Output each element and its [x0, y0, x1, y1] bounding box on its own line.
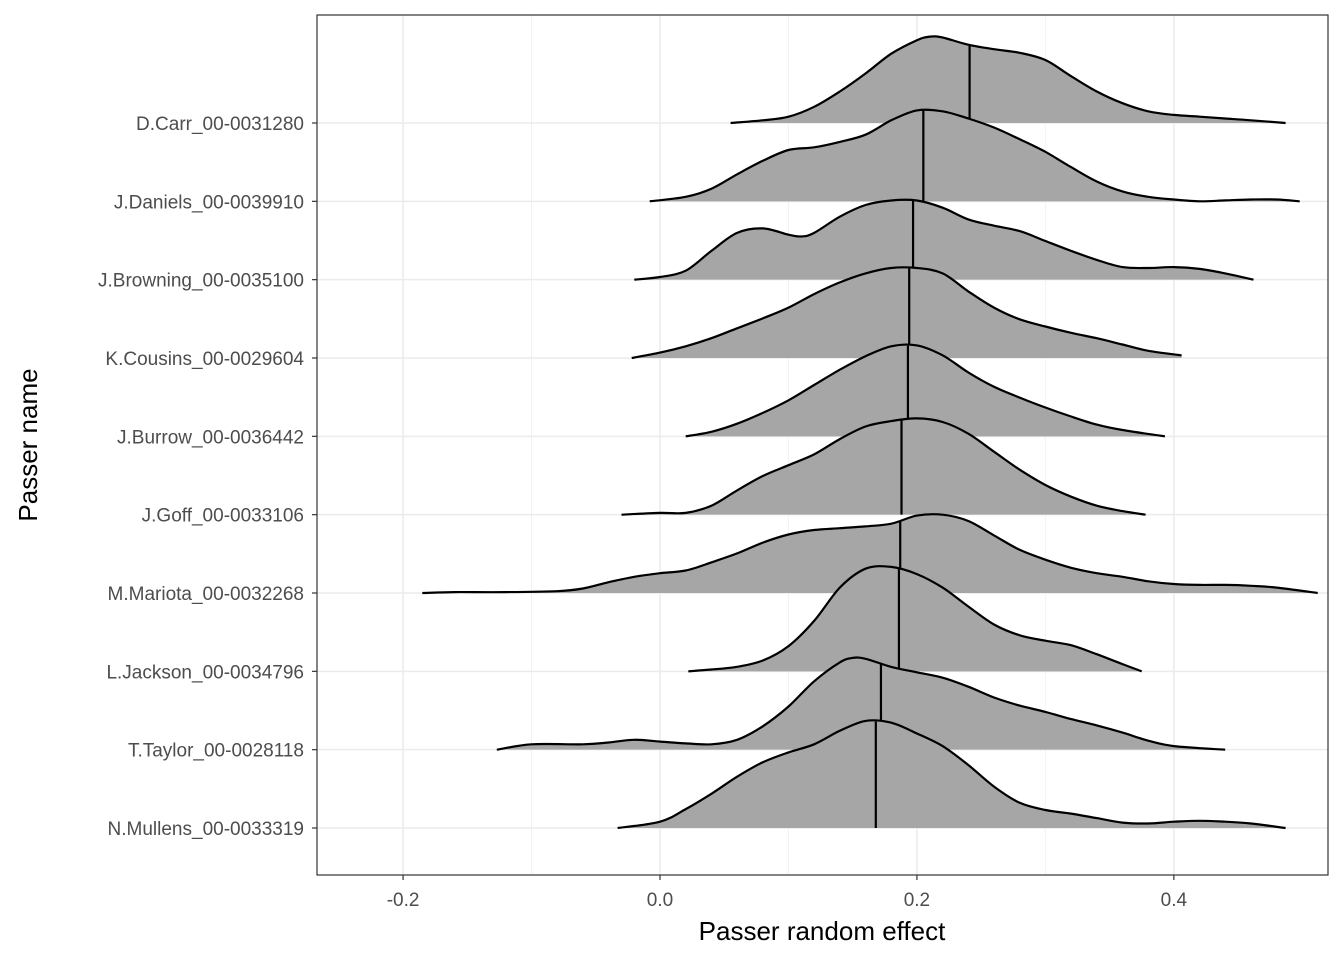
ridge-outline [649, 108, 1300, 203]
ridge-outline [634, 198, 1254, 281]
ridge-J.Daniels_00-0039910 [649, 108, 1300, 203]
x-tick-label: 0.0 [647, 890, 673, 911]
ridge-outline [730, 35, 1286, 125]
ridge-outline [617, 719, 1286, 830]
x-axis-title: Passer random effect [699, 916, 946, 946]
y-tick-label: M.Mariota_00-0032268 [108, 584, 304, 605]
ridge-J.Goff_00-0033106 [621, 417, 1146, 516]
ridge-fill [685, 344, 1165, 437]
x-tick-label: -0.2 [387, 890, 420, 911]
ridge-fill [649, 109, 1300, 202]
y-axis-ticks: D.Carr_00-0031280 J.Daniels_00-0039910 J.B… [98, 114, 317, 840]
panel-border [316, 14, 1329, 876]
y-tick-label: N.Mullens_00-0033319 [108, 819, 304, 840]
ridge-fill [730, 36, 1286, 123]
ridge-fill [617, 720, 1286, 828]
y-tick-label: L.Jackson_00-0034796 [106, 662, 304, 683]
ridge-J.Browning_00-0035100 [634, 198, 1254, 281]
y-tick-label: K.Cousins_00-0029604 [105, 349, 304, 370]
density-ridges [422, 35, 1318, 830]
y-tick-label: J.Browning_00-0035100 [98, 271, 304, 292]
ridge-outline [422, 513, 1318, 595]
x-tick-label: 0.4 [1161, 890, 1188, 911]
x-tick-label: 0.2 [904, 890, 930, 911]
y-tick-label: J.Daniels_00-0039910 [114, 192, 304, 213]
ridge-fill [634, 199, 1254, 280]
ridge-L.Jackson_00-0034796 [688, 565, 1143, 673]
y-axis-title: Passer name [13, 368, 43, 521]
y-tick-label: J.Burrow_00-0036442 [117, 427, 304, 448]
ridge-outline [496, 656, 1226, 751]
ridge-outline [688, 565, 1143, 673]
x-axis-ticks: -0.2 0.0 0.2 0.4 [387, 875, 1188, 911]
ridge-fill [496, 657, 1226, 750]
ridge-outline [685, 343, 1166, 438]
ridge-D.Carr_00-0031280 [730, 35, 1286, 125]
ridge-fill [631, 267, 1182, 358]
y-tick-label: J.Goff_00-0033106 [142, 506, 304, 527]
ridge-K.Cousins_00-0029604 [631, 266, 1182, 360]
ridge-fill [621, 418, 1146, 515]
ridge-outline [631, 266, 1182, 360]
y-tick-label: D.Carr_00-0031280 [136, 114, 304, 135]
y-tick-label: T.Taylor_00-0028118 [128, 741, 304, 762]
ridge-N.Mullens_00-0033319 [617, 719, 1286, 830]
ridge-outline [621, 417, 1146, 516]
ridge-fill [688, 566, 1142, 672]
